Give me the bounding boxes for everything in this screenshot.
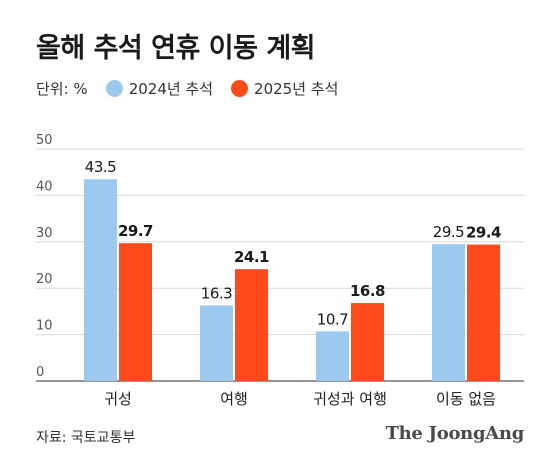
legend: 단위: % 2024년 추석 2025년 추석	[36, 78, 338, 99]
data-label: 10.7	[317, 310, 348, 328]
data-label: 24.1	[234, 248, 269, 266]
x-tick-label: 여행	[220, 390, 248, 408]
legend-label-2025: 2025년 추석	[254, 80, 339, 98]
bar	[119, 243, 152, 381]
y-tick-label: 50	[36, 133, 53, 148]
data-label: 16.3	[201, 284, 232, 302]
chart-title: 올해 추석 연휴 이동 계획	[36, 33, 316, 64]
data-label: 29.7	[118, 222, 153, 240]
legend-item-2024: 2024년 추석	[105, 78, 214, 99]
x-tick-label: 귀성과 여행	[313, 390, 387, 408]
x-tick-label: 이동 없음	[436, 390, 496, 408]
y-tick-label: 30	[36, 226, 53, 241]
y-tick-label: 0	[36, 365, 44, 380]
data-label: 29.5	[433, 223, 464, 241]
legend-swatch-2024	[105, 80, 123, 97]
brand-logo: The JoongAng	[385, 423, 525, 444]
bar	[351, 303, 384, 381]
bar	[432, 244, 465, 381]
y-tick-label: 20	[36, 272, 53, 287]
bar	[316, 331, 349, 381]
bar	[200, 305, 233, 381]
bar	[467, 244, 500, 381]
data-label: 29.4	[466, 224, 501, 242]
legend-label-2024: 2024년 추석	[128, 80, 214, 98]
bar	[84, 179, 117, 381]
legend-swatch-2025	[231, 80, 249, 97]
unit-label: 단위: %	[36, 80, 88, 98]
y-tick-label: 10	[36, 319, 53, 334]
bar	[235, 269, 268, 381]
source-note: 자료: 국토교통부	[36, 430, 136, 446]
y-tick-label: 40	[36, 179, 53, 194]
legend-item-2025: 2025년 추석	[231, 78, 338, 99]
data-label: 43.5	[85, 158, 116, 176]
x-tick-label: 귀성	[104, 390, 132, 408]
data-label: 16.8	[350, 282, 385, 300]
